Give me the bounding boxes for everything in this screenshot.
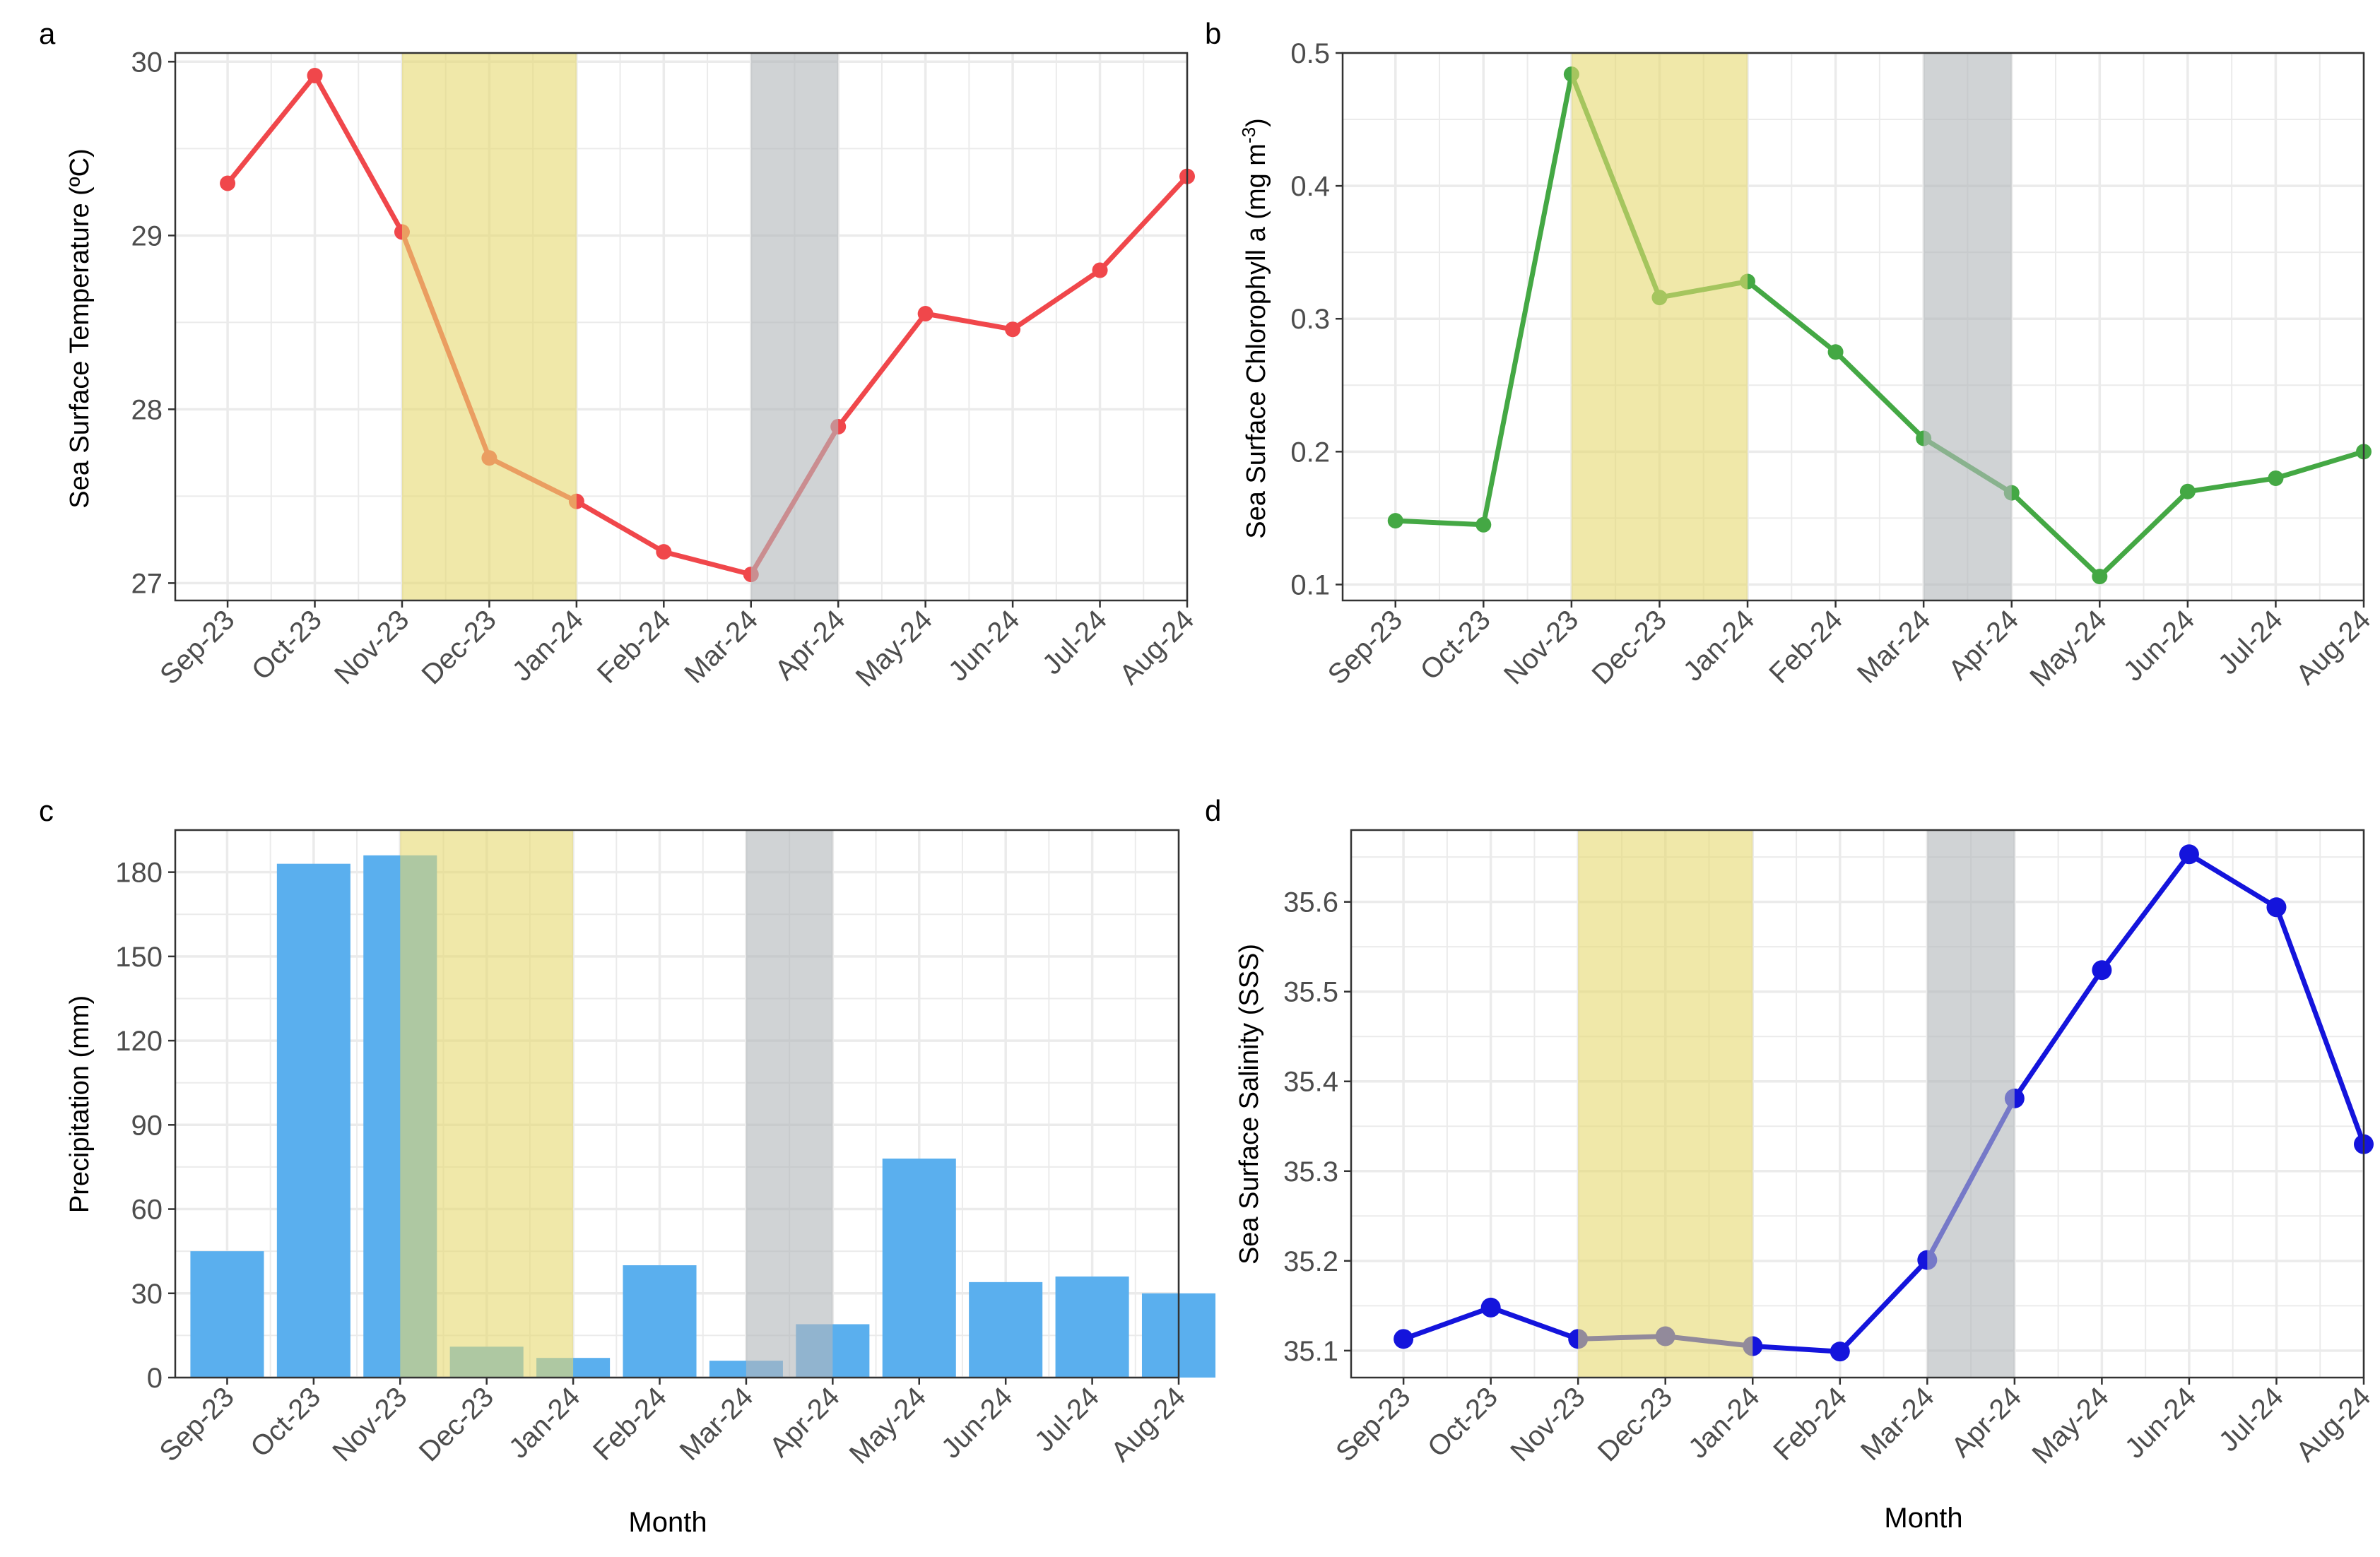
panel-c-bar: [623, 1265, 697, 1378]
panel-d-point: [1480, 1297, 1501, 1318]
panel-d-ylabel: Sea Surface Salinity (SSS): [1235, 944, 1264, 1265]
panel-b-point: [1475, 516, 1492, 533]
panel-c-border: [174, 829, 1180, 1379]
panel-a-ylabel: Sea Surface Temperature (ºC): [65, 148, 95, 509]
panel-d-band-yellow: [1578, 830, 1753, 1378]
panel-a-series-line: [225, 73, 1189, 577]
panel-a-ytick-label: 28: [131, 394, 163, 425]
panel-b-point: [2268, 470, 2284, 486]
panel-c-ytick-label: 60: [131, 1195, 163, 1226]
panel-b-ylabel: Sea Surface Chlorophyll a (mg m-3): [1238, 118, 1271, 538]
panel-b-letter: b: [1205, 17, 1221, 50]
panel-d-band-gray: [1927, 830, 2015, 1378]
panel-b-ytick-label: 0.1: [1290, 569, 1330, 600]
panel-d-series-line: [1402, 851, 2367, 1354]
panel-a-point: [656, 544, 672, 560]
panel-b-ytick-label: 0.5: [1290, 38, 1330, 69]
panel-c-letter: c: [39, 794, 54, 827]
panel-a-point: [220, 175, 236, 191]
panel-a-point: [1005, 321, 1021, 338]
panel-a-bands: [401, 53, 839, 600]
panel-a-letter: a: [39, 17, 56, 50]
panel-b-ytick-label: 0.3: [1290, 304, 1330, 335]
panel-d-ytick-label: 35.2: [1283, 1246, 1338, 1277]
panel-d-ytick-label: 35.6: [1283, 887, 1338, 918]
panel-d-xlabel: Month: [1884, 1503, 1962, 1534]
panel-b-point: [2179, 483, 2196, 499]
panel-b-bands: [1571, 53, 2012, 600]
panel-d-ytick-label: 35.1: [1283, 1336, 1338, 1367]
panel-d-point: [2179, 844, 2199, 865]
panel-d-point: [2266, 897, 2287, 918]
panel-c-bar: [190, 1251, 264, 1378]
panel-d-border: [1350, 829, 2365, 1379]
panel-b-point: [1387, 513, 1403, 529]
panel-a-band-yellow: [401, 53, 577, 600]
panel-c-ytick-label: 180: [115, 858, 163, 889]
panel-d-ytick-label: 35.4: [1283, 1067, 1338, 1098]
panel-c-ytick-label: 90: [131, 1110, 163, 1141]
panel-b-band-yellow: [1571, 53, 1748, 600]
panel-d-point: [1394, 1329, 1414, 1349]
panel-b-plot-area: [1343, 53, 2364, 600]
panel-b-border: [1341, 52, 2365, 602]
panel-c-band-gray: [746, 830, 833, 1378]
panel-a-band-gray: [750, 53, 839, 600]
panel-d-bands: [1578, 830, 2015, 1378]
panel-c-bands: [400, 830, 833, 1378]
panel-b-ytick-label: 0.4: [1290, 171, 1330, 202]
panel-a-point: [917, 306, 933, 322]
panel-a-ytick-label: 27: [131, 568, 163, 599]
panel-a-border: [174, 52, 1189, 602]
panel-d-point: [1830, 1342, 1850, 1362]
panel-a-ytick-label: 30: [131, 47, 163, 78]
panel-c-bar: [969, 1281, 1043, 1378]
panel-c-bar: [882, 1159, 956, 1378]
panel-c-ytick-label: 30: [131, 1279, 163, 1310]
panel-c-ylabel: Precipitation (mm): [65, 995, 95, 1213]
panel-b-point: [2092, 569, 2108, 585]
panel-d-ytick-label: 35.3: [1283, 1156, 1338, 1188]
panel-a-ytick-label: 29: [131, 220, 163, 251]
panel-d-ytick-label: 35.5: [1283, 977, 1338, 1008]
panel-a-plot-area: [175, 53, 1187, 600]
panel-a-point: [1092, 262, 1108, 278]
panel-d-plot-area: [1351, 830, 2364, 1378]
panel-c-ytick-label: 120: [115, 1026, 163, 1057]
panel-c-band-yellow: [400, 830, 574, 1378]
panel-d-letter: d: [1205, 794, 1221, 827]
panel-c-ytick-label: 0: [147, 1363, 163, 1394]
panel-a-point: [307, 67, 323, 83]
panel-d-point: [2092, 960, 2112, 981]
panel-b-ytick-label: 0.2: [1290, 437, 1330, 468]
panel-c-ytick-label: 150: [115, 942, 163, 973]
panel-b-band-gray: [1924, 53, 2012, 600]
panel-c-bar: [1055, 1276, 1129, 1378]
panel-b-point: [1827, 344, 1844, 360]
panel-c-xlabel: Month: [628, 1507, 707, 1538]
panel-c-bar: [276, 863, 350, 1378]
panel-b-series-line: [1395, 71, 2365, 579]
